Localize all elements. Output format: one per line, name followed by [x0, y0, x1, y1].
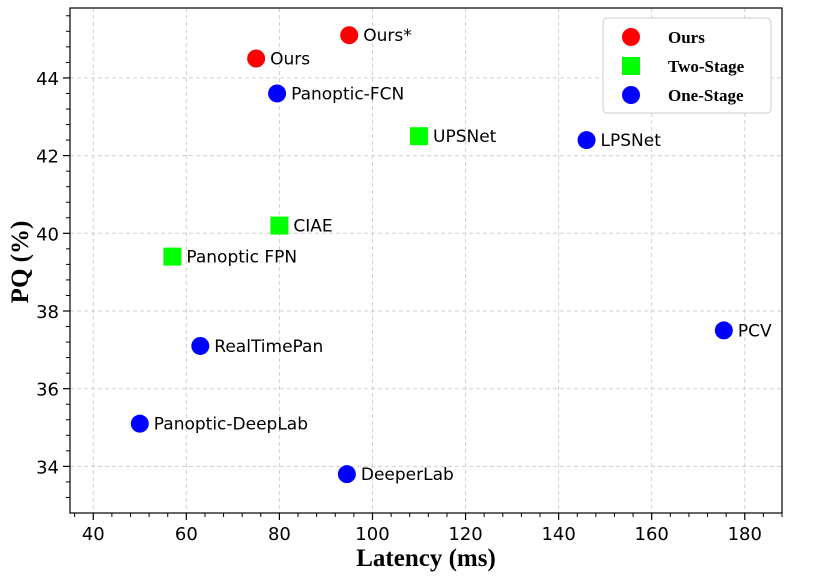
- x-tick-label: 100: [355, 524, 389, 545]
- legend-label-ours: Ours: [668, 28, 705, 47]
- y-tick-label: 38: [36, 302, 59, 323]
- point-pcv: [714, 321, 733, 340]
- y-axis-title: PQ (%): [7, 221, 34, 304]
- x-tick-label: 40: [82, 524, 105, 545]
- label-pcv: PCV: [738, 321, 772, 341]
- x-tick-label: 120: [448, 524, 482, 545]
- data-points: [130, 26, 733, 484]
- label-deeperlab: DeeperLab: [361, 465, 454, 485]
- legend-marker-two-stage: [622, 57, 640, 75]
- y-tick-label: 34: [36, 457, 59, 478]
- point-ours: [340, 26, 359, 45]
- label-upsnet: UPSNet: [433, 127, 497, 147]
- y-tick-label: 40: [36, 224, 59, 245]
- y-tick-label: 44: [36, 69, 59, 90]
- legend-marker-one-stage: [622, 86, 640, 104]
- label-ciae: CIAE: [293, 217, 332, 237]
- x-tick-label: 140: [541, 524, 575, 545]
- legend-label-two-stage: Two-Stage: [668, 57, 745, 76]
- legend-box: [602, 17, 772, 114]
- point-panoptic-deeplab: [130, 414, 149, 433]
- x-tick-label: 60: [175, 524, 198, 545]
- x-tick-label: 160: [635, 524, 669, 545]
- legend-marker-ours: [622, 28, 640, 46]
- label-lpsnet: LPSNet: [601, 131, 662, 151]
- point-ciae: [270, 216, 289, 235]
- y-tick-label: 36: [36, 380, 59, 401]
- point-panoptic-fcn: [268, 84, 287, 103]
- x-tick-label: 80: [268, 524, 291, 545]
- label-ours: Ours*: [363, 26, 412, 46]
- point-realtimepan: [191, 336, 210, 355]
- point-ours: [247, 49, 266, 68]
- label-panoptic-fpn: Panoptic FPN: [186, 248, 297, 268]
- point-upsnet: [410, 127, 429, 146]
- plot-frame: [69, 7, 783, 514]
- point-lpsnet: [577, 131, 596, 150]
- axes: 40 60 80 100 120 140 160 180 34 36 38 40 42 44: [36, 7, 783, 545]
- label-ours: Ours: [270, 50, 310, 70]
- x-axis-title: Latency (ms): [356, 545, 496, 572]
- point-labels: Ours* Ours UPSNet CIAE Panoptic FPN Panoptic-…: [154, 26, 772, 485]
- point-panoptic-fpn: [163, 247, 182, 266]
- y-tick-label: 42: [36, 147, 59, 168]
- legend: Ours Two-Stage One-Stage: [602, 17, 772, 114]
- point-deeperlab: [337, 465, 356, 484]
- label-realtimepan: RealTimePan: [214, 337, 323, 357]
- label-panoptic-deeplab: Panoptic-DeepLab: [154, 415, 308, 435]
- label-panoptic-fcn: Panoptic-FCN: [291, 84, 404, 104]
- x-tick-label: 180: [728, 524, 762, 545]
- legend-label-one-stage: One-Stage: [668, 86, 744, 105]
